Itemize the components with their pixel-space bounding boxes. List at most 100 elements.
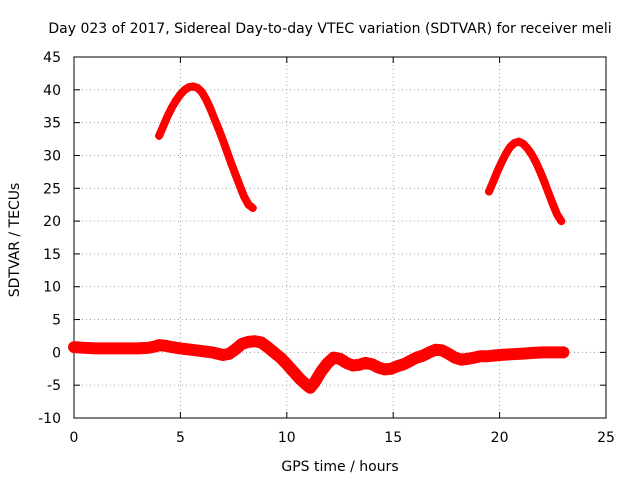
y-tick-label: 35 (43, 116, 61, 132)
data-point (289, 367, 298, 376)
data-point (406, 356, 415, 365)
series-3 (68, 335, 570, 394)
data-point (80, 343, 89, 352)
data-point (197, 347, 206, 356)
data-point (235, 182, 244, 191)
x-tick-label: 15 (384, 430, 402, 446)
data-point (225, 349, 234, 358)
data-point (231, 345, 240, 354)
data-point (244, 200, 253, 209)
data-point (559, 348, 568, 357)
data-point (161, 341, 170, 350)
data-point (544, 188, 553, 197)
data-point (536, 167, 545, 176)
data-point (248, 203, 257, 212)
y-tick-label: -10 (38, 411, 61, 427)
data-point (227, 159, 236, 168)
data-point (144, 343, 153, 352)
data-point (531, 158, 540, 167)
data-point (484, 187, 493, 196)
data-point (176, 90, 185, 99)
data-point (361, 358, 370, 367)
data-point (282, 360, 291, 369)
data-point (208, 348, 217, 357)
data-point (231, 171, 240, 180)
data-point (187, 345, 196, 354)
data-point (270, 348, 279, 357)
data-point (493, 167, 502, 176)
data-point (489, 177, 498, 186)
data-point (540, 177, 549, 186)
data-point (519, 139, 528, 148)
data-point (257, 338, 266, 347)
data-point (70, 343, 78, 352)
data-point (133, 344, 142, 353)
data-point (176, 344, 185, 353)
data-point (123, 344, 132, 353)
data-point (501, 149, 510, 158)
data-point (238, 339, 247, 348)
data-point (463, 354, 472, 363)
data-point (167, 343, 176, 352)
data-point (301, 380, 310, 389)
data-point (250, 337, 259, 346)
axis-ticks (73, 56, 607, 419)
data-point (167, 103, 176, 112)
x-tick-label: 25 (597, 430, 615, 446)
plot-frame (73, 56, 607, 419)
data-point (387, 364, 396, 373)
data-point (367, 360, 376, 369)
data-point (218, 136, 227, 145)
y-tick-label: 5 (52, 313, 61, 329)
data-point (150, 342, 159, 351)
data-point (159, 121, 168, 130)
data-point (450, 353, 459, 362)
y-tick-label: 0 (52, 345, 61, 361)
x-tick-label: 10 (278, 430, 296, 446)
data-point (527, 150, 536, 159)
data-point (516, 349, 525, 358)
data-point (336, 354, 344, 363)
data-point (418, 351, 427, 360)
data-point (393, 362, 402, 371)
data-point (112, 344, 121, 353)
data-point (263, 343, 272, 352)
data-point (506, 350, 515, 359)
data-point (523, 144, 532, 153)
data-point (412, 353, 421, 362)
data-point (355, 360, 364, 369)
data-point (223, 148, 232, 157)
data-point (91, 344, 100, 353)
data-point (306, 383, 315, 392)
data-point (553, 210, 562, 219)
data-point (214, 125, 223, 134)
y-tick-label: 30 (43, 148, 61, 164)
data-point (197, 87, 206, 96)
y-tick-label: 15 (43, 247, 61, 263)
data-point (495, 350, 504, 359)
x-tick-label: 20 (491, 430, 509, 446)
data-point (172, 96, 181, 105)
y-tick-label: 45 (43, 50, 61, 66)
data-point (527, 349, 536, 358)
grid-lines (74, 57, 606, 418)
data-point (342, 358, 351, 367)
x-tick-label: 0 (70, 430, 79, 446)
data-point (323, 359, 332, 368)
y-tick-label: 25 (43, 181, 61, 197)
data-point (201, 95, 210, 104)
data-point (180, 85, 189, 94)
data-point (514, 137, 523, 146)
tick-labels: 0 5 10 15 20 25 -10 -5 0 5 10 15 20 25 30 35 40 45 (38, 50, 615, 446)
data-point (510, 138, 519, 147)
data-point (538, 348, 547, 357)
x-axis-label: GPS time / hours (281, 459, 398, 475)
y-tick-label: 20 (43, 214, 61, 230)
data-point (438, 346, 447, 355)
data-point (425, 348, 434, 357)
series-2 (484, 137, 566, 226)
data-point (444, 349, 453, 358)
data-point (210, 114, 219, 123)
series-1 (155, 82, 257, 212)
